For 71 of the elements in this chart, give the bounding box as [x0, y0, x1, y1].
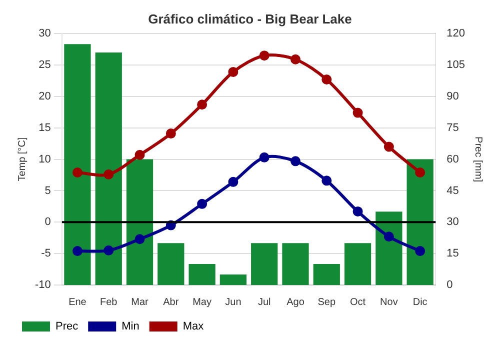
bar: [282, 243, 309, 285]
bar: [313, 264, 340, 285]
point: [415, 246, 426, 256]
point: [290, 54, 300, 64]
x-tick-label: Mar: [131, 296, 150, 308]
x-tick-label: Oct: [350, 296, 366, 308]
y2-tick-label: 75: [446, 122, 459, 134]
point: [384, 232, 394, 242]
point: [104, 169, 114, 180]
bar: [64, 44, 91, 285]
point: [104, 245, 114, 256]
bar: [251, 243, 278, 285]
y2-tick-label: 120: [446, 28, 466, 40]
point: [166, 128, 176, 139]
y2-tick-label: 0: [446, 279, 453, 292]
y2-tick-label: 30: [446, 216, 459, 228]
y-tick-label: -10: [34, 279, 51, 292]
x-tick-label: May: [192, 296, 212, 308]
point: [228, 176, 238, 187]
bar: [188, 264, 216, 285]
point: [134, 150, 145, 160]
point: [197, 198, 208, 209]
y2-tick-label: 60: [446, 153, 459, 166]
y2-tick-label: 15: [446, 248, 459, 260]
bar: [344, 243, 372, 285]
point: [228, 66, 238, 77]
point: [72, 168, 82, 178]
point: [290, 156, 300, 166]
y-tick-label: 30: [38, 28, 51, 40]
bar: [126, 159, 154, 285]
point: [384, 142, 394, 152]
point: [322, 74, 332, 84]
bar: [158, 243, 184, 285]
point: [322, 176, 332, 186]
x-tick-label: Dic: [412, 296, 428, 308]
bar: [220, 274, 247, 285]
legend-label: Min: [122, 320, 140, 333]
y2-axis-title: Prec [mm]: [472, 136, 484, 182]
y2-tick-label: 105: [446, 59, 466, 72]
x-tick-label: Nov: [380, 296, 398, 308]
x-tick-label: Feb: [100, 296, 118, 308]
y-tick-label: 10: [38, 153, 51, 166]
point: [352, 206, 363, 216]
y-tick-label: 20: [38, 90, 51, 102]
y-tick-label: -5: [41, 248, 51, 260]
x-tick-label: Ene: [68, 296, 87, 308]
point: [197, 100, 208, 110]
point: [259, 152, 270, 162]
point: [352, 108, 363, 118]
bar: [406, 159, 434, 285]
y2-tick-label: 90: [446, 90, 459, 102]
bar: [95, 52, 122, 285]
y-tick-label: 5: [44, 184, 51, 197]
y2-tick-label: 45: [446, 184, 459, 197]
x-tick-label: Jul: [258, 296, 271, 308]
point: [415, 168, 426, 178]
y-tick-label: 25: [38, 59, 51, 72]
legend-label: Max: [182, 320, 204, 333]
x-tick-label: Ago: [286, 296, 305, 308]
y-axis-title: Temp [°C]: [16, 137, 28, 182]
x-tick-label: Jun: [225, 296, 242, 308]
point: [72, 246, 82, 256]
point: [259, 50, 270, 61]
chart-title: Gráfico climático - Big Bear Lake: [148, 11, 352, 26]
y-tick-label: 15: [38, 122, 51, 134]
x-tick-label: Sep: [318, 296, 336, 308]
y-tick-label: 0: [44, 216, 51, 228]
legend-label: Prec: [56, 320, 79, 333]
point: [134, 234, 145, 244]
x-tick-label: Abr: [163, 296, 180, 308]
bar: [376, 212, 402, 285]
